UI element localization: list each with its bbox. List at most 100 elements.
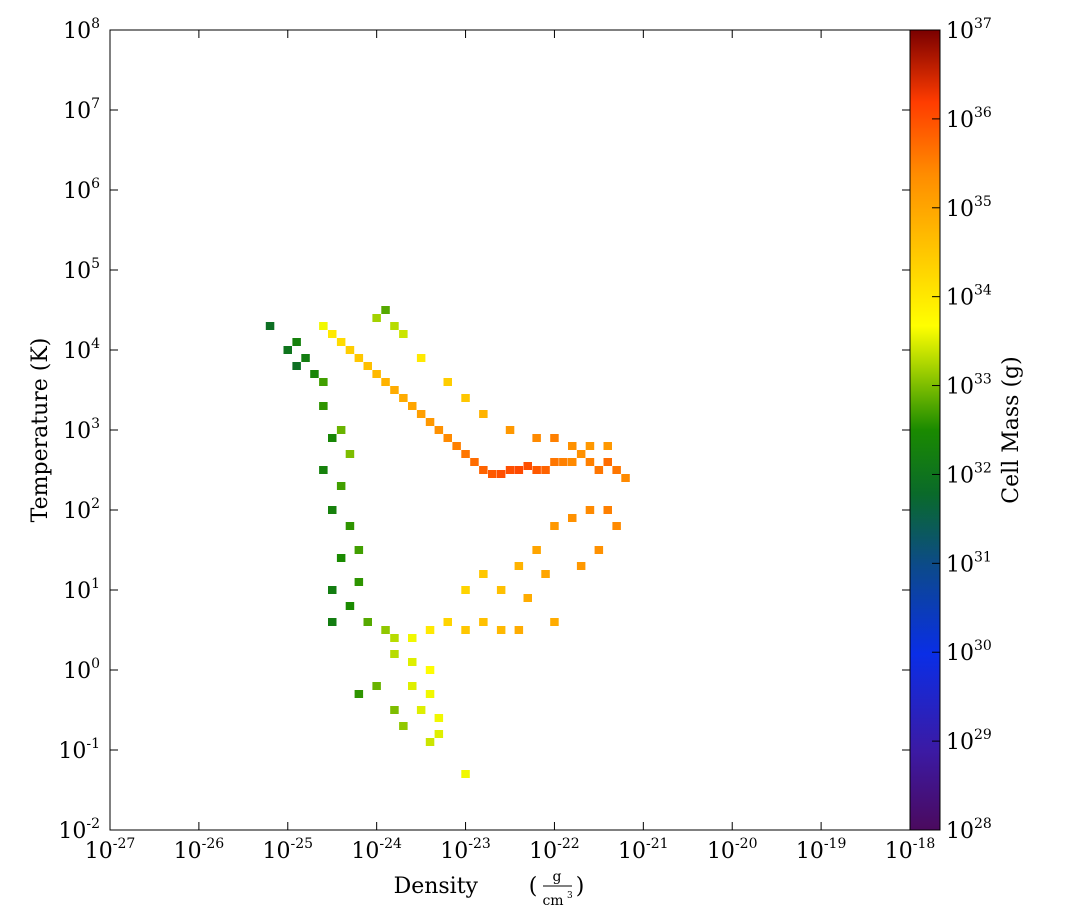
heatmap-cell: [612, 466, 621, 474]
heatmap-cell: [425, 626, 435, 634]
colorbar-tick-label-base: 10: [946, 463, 974, 488]
y-tick-label-base: 10: [63, 179, 91, 204]
heatmap-cell: [328, 330, 337, 338]
heatmap-cell: [603, 506, 612, 514]
colorbar-tick-label-base: 10: [946, 197, 974, 222]
x-tick-label-base: 10: [796, 839, 824, 864]
heatmap-cell: [479, 466, 488, 474]
heatmap-cell: [594, 546, 604, 554]
heatmap-cell: [532, 546, 541, 554]
heatmap-cell: [345, 346, 355, 354]
colorbar-tick-label-base: 10: [946, 375, 974, 400]
heatmap-cell: [479, 618, 488, 626]
heatmap-cell: [461, 626, 470, 634]
heatmap-cell: [363, 618, 372, 626]
heatmap-cell: [523, 462, 532, 470]
x-tick-label: 10-23: [440, 836, 491, 864]
colorbar: [909, 29, 941, 831]
heatmap-cell: [354, 354, 364, 362]
x-tick-label-base: 10: [351, 839, 379, 864]
colorbar-tick-label: 1035: [946, 194, 992, 222]
heatmap-cell: [568, 458, 577, 466]
heatmap-cell: [408, 402, 417, 410]
heatmap-cell: [390, 386, 399, 394]
y-tick-label-base: 10: [63, 259, 91, 284]
colorbar-tick-label: 1030: [946, 638, 992, 666]
heatmap-cell: [585, 458, 595, 466]
heatmap-cell: [372, 682, 381, 690]
heatmap-cell: [514, 562, 524, 570]
colorbar-tick-label: 1029: [946, 727, 992, 755]
x-axis-ticks: 10-27 10-26 10-25 10-24 10-23 10-22 10-21 10-20…: [85, 30, 936, 864]
x-axis-unit-denominator-exp: 3: [567, 891, 573, 901]
colorbar-tick-label-exponent: 29: [974, 727, 992, 743]
x-axis-title: Density ( g cm 3 ): [394, 869, 585, 909]
x-tick-label-exponent: -24: [379, 836, 402, 852]
y-tick-label-base: 10: [63, 339, 91, 364]
y-tick-label-base: 10: [63, 419, 91, 444]
heatmap-cell: [443, 618, 452, 626]
heatmap-cell: [399, 394, 408, 402]
x-tick-label-exponent: -26: [202, 836, 225, 852]
heatmap-cell: [541, 466, 550, 474]
heatmap-cell: [434, 714, 444, 722]
heatmap-cell: [568, 442, 577, 450]
heatmap-cell: [505, 466, 515, 474]
colorbar-tick-label-base: 10: [946, 286, 974, 311]
y-tick-label-base: 10: [63, 99, 91, 124]
heatmap-cell: [354, 546, 364, 554]
heatmap-cell: [319, 466, 328, 474]
heatmap-cell: [336, 482, 346, 490]
heatmap-cell: [550, 458, 559, 466]
heatmap-cell: [479, 570, 488, 578]
heatmap-cell: [328, 618, 337, 626]
heatmap-cell: [461, 394, 470, 402]
heatmap-cell: [354, 578, 364, 586]
x-tick-label-base: 10: [174, 839, 202, 864]
x-tick-label-base: 10: [885, 839, 913, 864]
colorbar-tick-label-exponent: 37: [974, 16, 992, 32]
colorbar-tick-label-exponent: 36: [974, 105, 992, 121]
heatmap-cell: [336, 426, 346, 434]
colorbar-tick-label: 1032: [946, 460, 992, 488]
y-tick-label-exponent: 1: [91, 576, 100, 592]
y-axis-label: Temperature (K): [28, 338, 53, 523]
colorbar-tick-label: 1036: [946, 105, 992, 133]
colorbar-tick-label-exponent: 35: [974, 194, 992, 210]
heatmap-cell: [328, 434, 337, 442]
heatmap-cell: [523, 594, 532, 602]
heatmap-cell: [443, 434, 452, 442]
y-tick-label-base: 10: [63, 579, 91, 604]
x-tick-label-exponent: -21: [646, 836, 669, 852]
heatmap-cell: [496, 586, 506, 594]
colorbar-tick-label-base: 10: [946, 819, 974, 844]
y-tick-label: 105: [63, 256, 100, 284]
y-tick-label-exponent: 7: [91, 96, 100, 112]
y-tick-label: 103: [63, 416, 100, 444]
x-axis-label: Density: [394, 874, 479, 899]
colorbar-tick-label-exponent: 31: [974, 549, 992, 565]
heatmap-cell: [425, 690, 435, 698]
heatmap-cell: [585, 506, 595, 514]
heatmap-cell: [603, 442, 612, 450]
y-tick-label-base: 10: [63, 19, 91, 44]
heatmap-cell: [425, 418, 435, 426]
x-tick-label-base: 10: [529, 839, 557, 864]
y-tick-label-exponent: 3: [91, 416, 100, 432]
y-tick-label-exponent: 5: [91, 256, 100, 272]
heatmap-cell: [612, 522, 621, 530]
x-tick-label-exponent: -22: [557, 836, 580, 852]
heatmap-cell: [408, 634, 417, 642]
heatmap-cell: [390, 650, 399, 658]
heatmap-cell: [425, 738, 435, 746]
colorbar-tick-label-exponent: 34: [974, 283, 992, 299]
heatmap-cell: [372, 370, 381, 378]
heatmap-cell: [310, 370, 319, 378]
y-tick-label: 101: [63, 576, 100, 604]
heatmap-cell: [328, 586, 337, 594]
x-tick-label-exponent: -18: [913, 836, 936, 852]
heatmap-cell: [292, 338, 301, 346]
y-tick-label-exponent: -2: [86, 816, 100, 832]
